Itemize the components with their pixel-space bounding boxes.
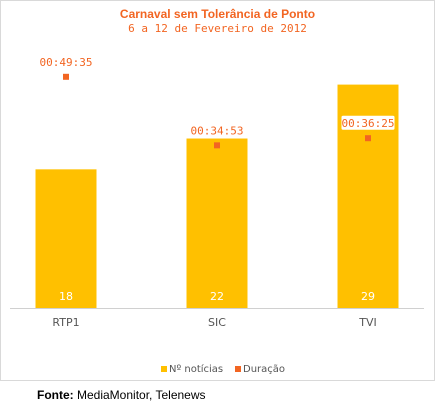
duration-label: 00:49:35 — [40, 56, 93, 69]
legend-label-duracao: Duração — [243, 364, 285, 375]
bar-value-label: 18 — [59, 290, 73, 303]
duration-label: 00:36:25 — [342, 117, 395, 130]
duration-point — [365, 135, 371, 142]
source-label: Fonte: — [37, 388, 74, 402]
bar-value-label: 22 — [210, 290, 224, 303]
chart-plot: 18 RTP1 00:49:35 22 SIC 00:34:53 29 TVI 00:36:25… — [10, 56, 424, 375]
bar-sic — [186, 138, 248, 308]
duration-point — [214, 142, 220, 149]
source-text: MediaMonitor, Telenews — [77, 388, 206, 402]
duration-label-box — [340, 114, 396, 131]
x-tick-label: RTP1 — [52, 316, 79, 329]
legend-swatch-duracao — [235, 366, 241, 372]
x-tick-label: SIC — [208, 316, 226, 329]
duration-label: 00:34:53 — [191, 124, 244, 137]
chart-subtitle: 6 a 12 de Fevereiro de 2012 — [128, 22, 307, 35]
x-tick-label: TVI — [358, 316, 377, 329]
chart-title: Carnaval sem Tolerância de Ponto — [119, 7, 316, 21]
bar-rtp1 — [35, 169, 97, 308]
legend-label-noticias: Nº notícias — [169, 363, 223, 375]
duration-point — [63, 73, 69, 80]
source-note: Fonte: MediaMonitor, Telenews — [37, 388, 206, 402]
bar-value-label: 29 — [361, 290, 375, 303]
legend-swatch-noticias — [161, 366, 167, 372]
